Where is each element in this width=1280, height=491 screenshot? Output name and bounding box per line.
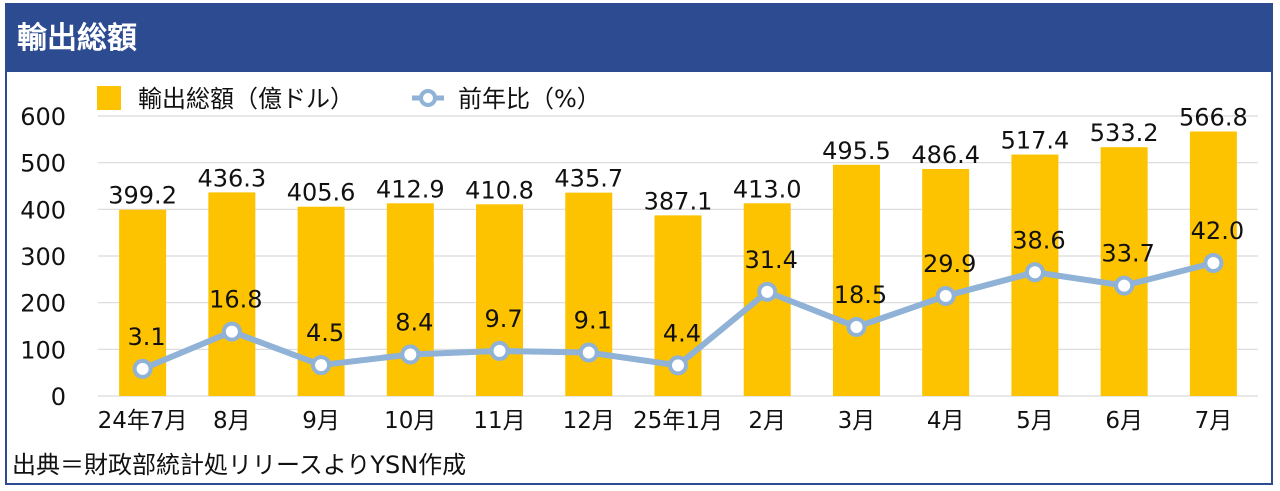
yoy-value-label: 4.4 (663, 319, 701, 347)
x-tick-label: 5月 (1016, 408, 1054, 434)
bar (832, 164, 880, 396)
bar-value-label: 387.1 (644, 187, 713, 215)
yoy-point (1203, 253, 1224, 273)
bar-value-label: 495.5 (822, 137, 891, 165)
x-tick-label: 3月 (838, 408, 876, 434)
x-tick-label: 24年7月 (98, 408, 188, 434)
yoy-value-label: 38.6 (1012, 226, 1065, 254)
x-tick-label: 6月 (1105, 408, 1143, 434)
bar (565, 192, 613, 396)
legend-line-marker (419, 89, 437, 107)
yoy-value-label: 16.8 (209, 286, 262, 314)
y-tick-label: 600 (20, 103, 66, 131)
bar-value-label: 410.8 (465, 176, 534, 204)
yoy-point (221, 321, 242, 342)
y-tick-label: 300 (20, 243, 66, 271)
yoy-value-label: 4.5 (306, 319, 344, 347)
y-tick-label: 400 (20, 196, 66, 224)
x-tick-label: 8月 (213, 408, 251, 434)
yoy-point (489, 340, 510, 361)
yoy-value-label: 42.0 (1191, 217, 1244, 245)
bar-value-label: 435.7 (554, 165, 623, 193)
yoy-value-label: 31.4 (745, 246, 798, 274)
yoy-value-label: 29.9 (923, 250, 976, 278)
yoy-point (757, 281, 778, 302)
y-tick-label: 100 (20, 336, 66, 364)
bar-value-label: 413.0 (733, 175, 802, 203)
yoy-point (400, 344, 421, 365)
x-tick-label: 2月 (748, 408, 786, 434)
source-note: 出典＝財政部統計処リリースよりYSN作成 (12, 451, 467, 479)
legend-bar-label: 輸出総額（億ドル） (138, 85, 354, 113)
x-tick-label: 12月 (563, 408, 615, 434)
yoy-point (578, 342, 599, 363)
yoy-value-label: 9.7 (484, 305, 522, 333)
chart-title: 輸出総額 (7, 5, 1271, 72)
legend-bar-swatch (97, 86, 121, 110)
x-tick-label: 25年1月 (633, 408, 723, 434)
yoy-point (1024, 262, 1045, 283)
y-tick-label: 500 (20, 150, 66, 178)
bar (208, 192, 256, 396)
yoy-point (668, 355, 688, 376)
x-tick-label: 4月 (927, 408, 965, 434)
bar-value-label: 566.8 (1179, 103, 1248, 131)
yoy-value-label: 18.5 (834, 281, 887, 309)
x-tick-label: 9月 (302, 408, 340, 434)
bar (922, 169, 970, 396)
bar (386, 203, 434, 396)
bar-value-label: 486.4 (911, 141, 980, 169)
bar-value-label: 533.2 (1090, 119, 1159, 147)
bar-value-label: 405.6 (287, 179, 356, 207)
yoy-point (311, 355, 332, 376)
y-tick-label: 0 (51, 383, 66, 411)
legend-line-label: 前年比（%） (458, 85, 601, 113)
y-tick-label: 200 (20, 290, 66, 318)
bar-value-label: 436.3 (197, 164, 266, 192)
x-tick-label: 10月 (384, 408, 436, 434)
yoy-value-label: 3.1 (128, 323, 166, 351)
x-tick-label: 7月 (1195, 408, 1233, 434)
bar (1100, 147, 1148, 396)
bar-value-label: 399.2 (108, 182, 177, 210)
yoy-value-label: 8.4 (395, 308, 433, 336)
bar-value-label: 412.9 (376, 175, 445, 203)
bar (476, 204, 524, 396)
yoy-value-label: 33.7 (1101, 240, 1154, 268)
x-tick-label: 11月 (473, 408, 525, 434)
yoy-point (846, 316, 867, 337)
bar-value-label: 517.4 (1001, 127, 1070, 155)
yoy-point (132, 358, 153, 379)
yoy-value-label: 9.1 (574, 307, 612, 335)
yoy-point (935, 285, 956, 306)
yoy-point (1114, 275, 1135, 296)
